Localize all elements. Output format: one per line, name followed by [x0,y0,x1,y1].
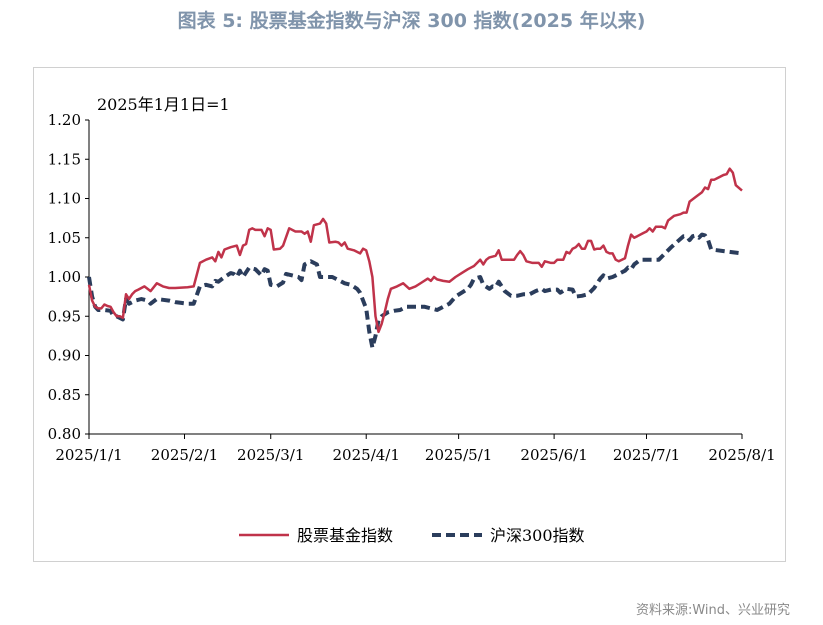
chart-annotation: 2025年1月1日=1 [97,95,230,114]
legend-label-0: 股票基金指数 [297,526,393,545]
y-tick-label: 0.90 [48,347,81,365]
x-tick-label: 2025/8/1 [708,446,775,464]
x-tick-label: 2025/3/1 [237,446,304,464]
x-tick-label: 2025/6/1 [520,446,587,464]
y-tick-label: 0.85 [48,386,81,404]
y-tick-label: 1.00 [48,268,81,286]
series-line-1 [87,232,743,350]
line-chart: 2025年1月1日=1 0.80 0.85 0.90 0.95 1.00 1.05 1.10… [48,95,776,545]
y-tick-label: 0.80 [48,425,81,443]
y-tick-label: 1.10 [48,190,81,208]
y-tick-label: 1.05 [48,229,81,247]
series-line-0 [87,167,743,334]
chart-frame: 2025年1月1日=1 0.80 0.85 0.90 0.95 1.00 1.05 1.10… [33,67,786,562]
legend-label-1: 沪深300指数 [490,526,585,545]
source-note: 资料来源:Wind、兴业研究 [635,603,790,618]
x-tick-label: 2025/7/1 [613,446,680,464]
y-tick-label: 0.95 [48,307,81,325]
figure-title: 图表 5: 股票基金指数与沪深 300 指数(2025 年以来) [177,10,646,32]
x-tick-label: 2025/4/1 [333,446,400,464]
x-tick-label: 2025/5/1 [425,446,492,464]
y-tick-label: 1.20 [48,111,81,129]
x-tick-label: 2025/2/1 [151,446,218,464]
y-tick-label: 1.15 [48,150,81,168]
x-tick-label: 2025/1/1 [55,446,122,464]
